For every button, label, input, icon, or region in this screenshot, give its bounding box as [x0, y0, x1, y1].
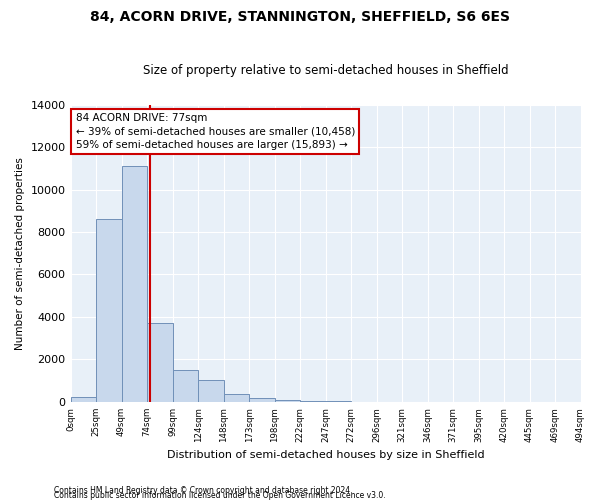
X-axis label: Distribution of semi-detached houses by size in Sheffield: Distribution of semi-detached houses by …: [167, 450, 484, 460]
Bar: [198, 380, 224, 402]
Text: 84 ACORN DRIVE: 77sqm
← 39% of semi-detached houses are smaller (10,458)
59% of : 84 ACORN DRIVE: 77sqm ← 39% of semi-deta…: [76, 114, 355, 150]
Title: Size of property relative to semi-detached houses in Sheffield: Size of property relative to semi-detach…: [143, 64, 508, 77]
Bar: [147, 324, 173, 402]
Bar: [275, 400, 300, 402]
Text: 84, ACORN DRIVE, STANNINGTON, SHEFFIELD, S6 6ES: 84, ACORN DRIVE, STANNINGTON, SHEFFIELD,…: [90, 10, 510, 24]
Y-axis label: Number of semi-detached properties: Number of semi-detached properties: [15, 157, 25, 350]
Bar: [96, 220, 122, 402]
Bar: [300, 401, 326, 402]
Bar: [224, 394, 249, 402]
Bar: [173, 370, 198, 402]
Text: Contains HM Land Registry data © Crown copyright and database right 2024.: Contains HM Land Registry data © Crown c…: [54, 486, 353, 495]
Bar: [122, 166, 147, 402]
Bar: [71, 398, 96, 402]
Bar: [249, 398, 275, 402]
Text: Contains public sector information licensed under the Open Government Licence v3: Contains public sector information licen…: [54, 491, 386, 500]
